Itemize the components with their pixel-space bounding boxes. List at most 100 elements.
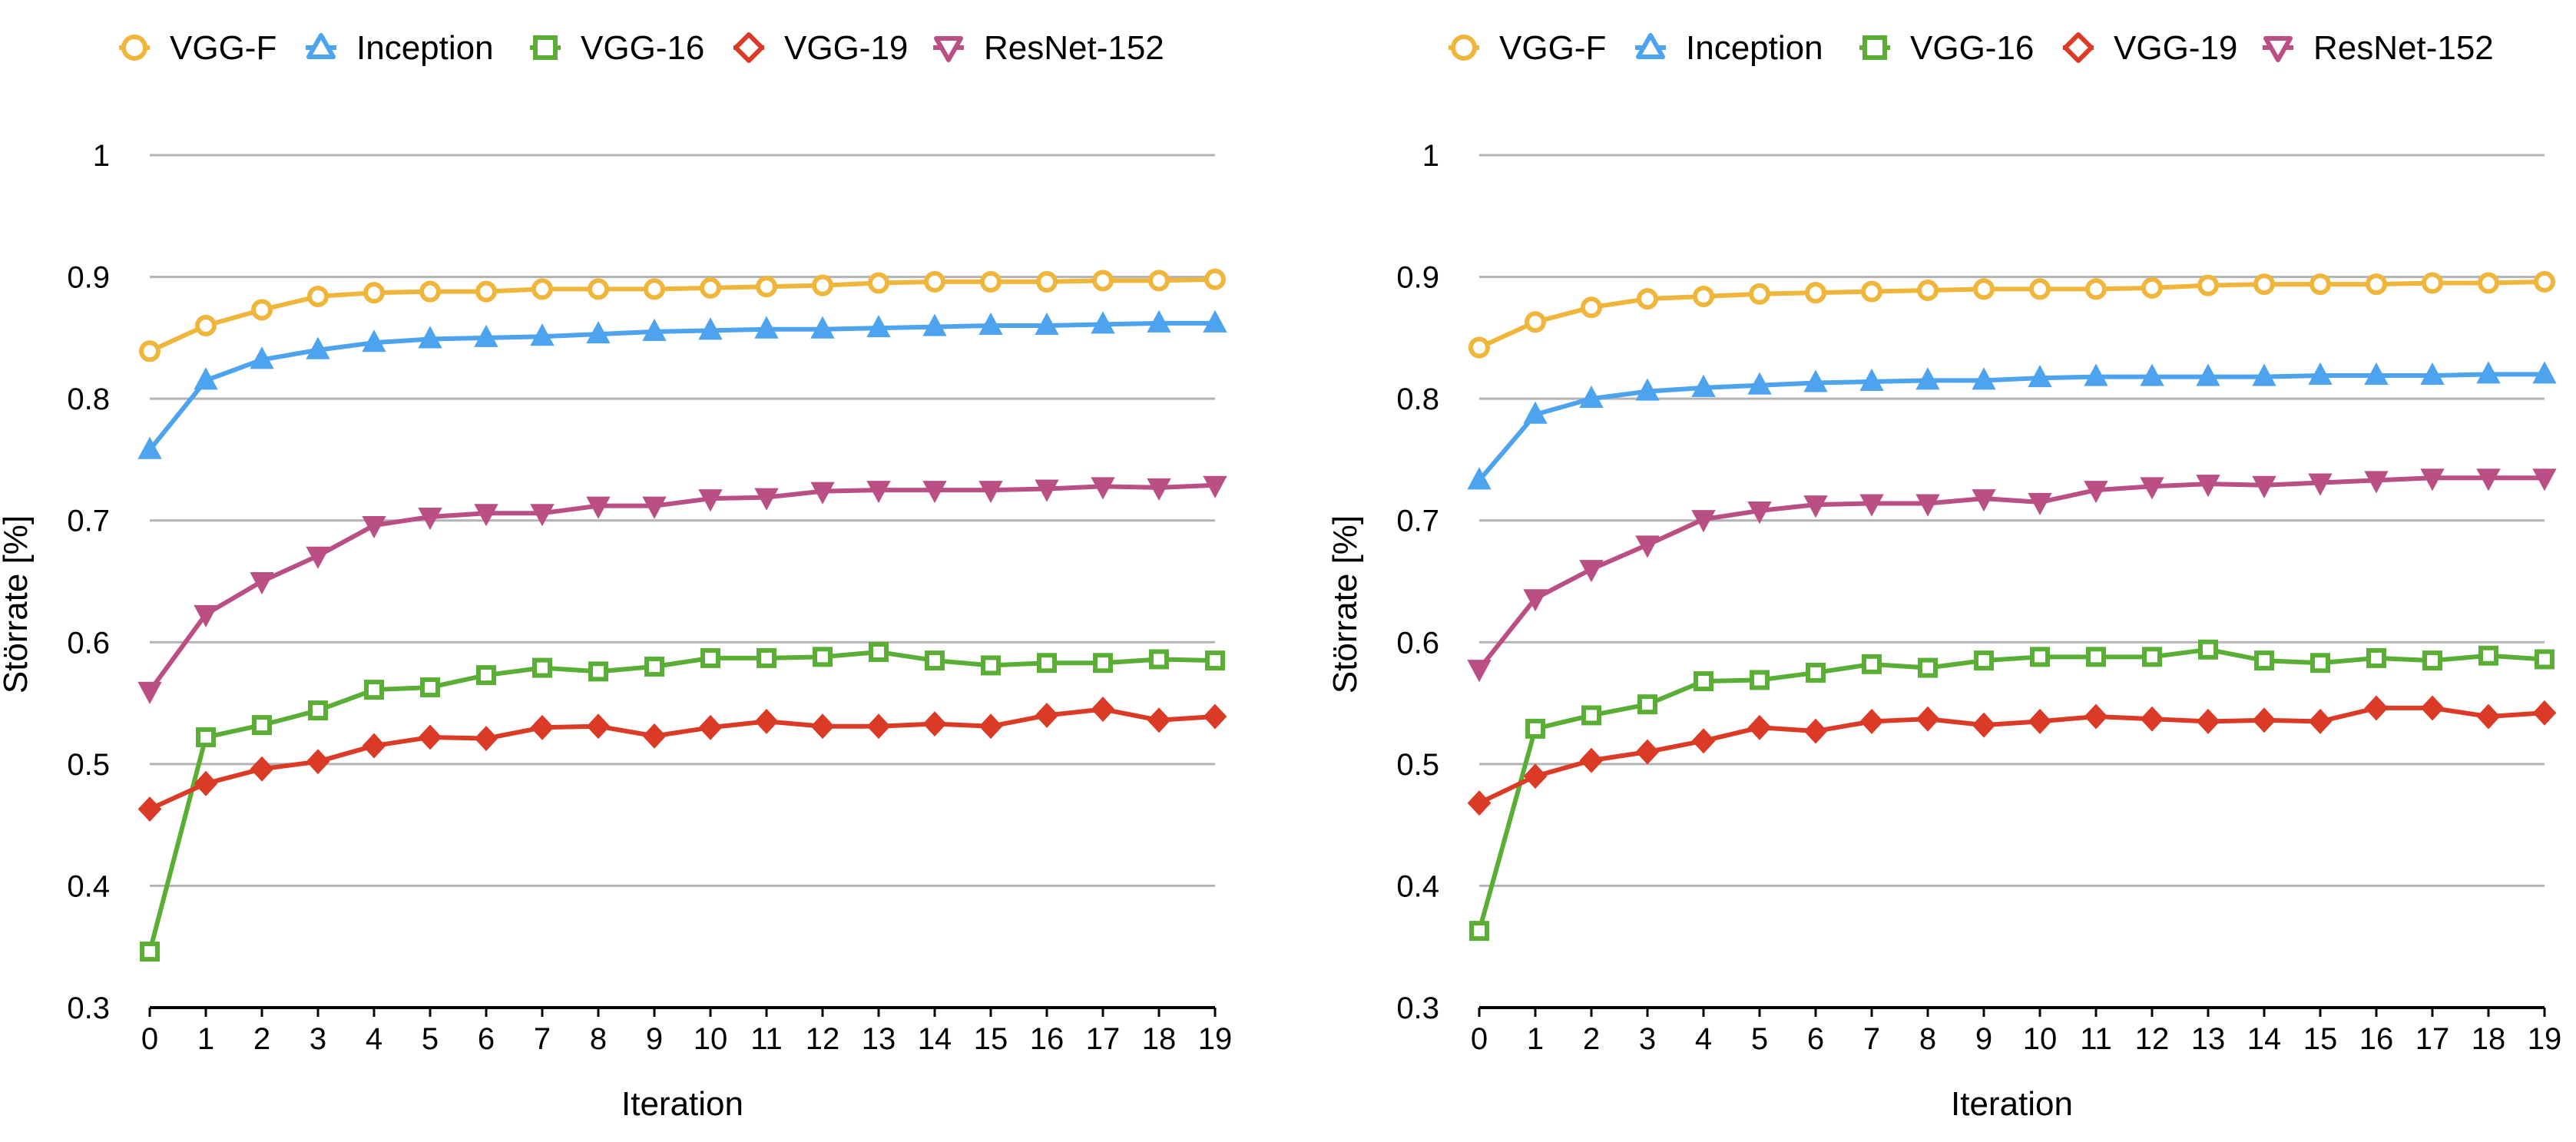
data-point <box>2476 703 2501 730</box>
data-point <box>2476 361 2501 384</box>
data-point <box>1915 706 1940 732</box>
y-tick-label: 0.3 <box>1396 991 1439 1025</box>
data-point <box>1861 280 1882 303</box>
data-point <box>1037 653 1057 674</box>
y-tick-label: 0.4 <box>1396 869 1439 903</box>
y-tick-label: 0.5 <box>1396 748 1439 782</box>
data-point <box>698 317 723 340</box>
data-point <box>306 336 330 359</box>
x-tick-label: 0 <box>141 1022 158 1056</box>
legend-item: VGG-19 <box>2063 29 2237 67</box>
x-tick-label: 14 <box>918 1022 952 1056</box>
data-point <box>866 315 891 338</box>
data-point <box>1974 650 1994 671</box>
y-tick-label: 0.6 <box>67 626 110 660</box>
legend: VGG-F Inception VGG-16 VGG-19 ResNet-152 <box>1449 29 2494 67</box>
data-point <box>1747 372 1772 395</box>
data-point <box>2029 278 2051 300</box>
series-inception <box>1467 361 2557 490</box>
data-point <box>922 481 947 504</box>
data-point <box>530 714 555 740</box>
x-tick-label: 14 <box>2247 1022 2282 1056</box>
data-point <box>1091 477 1115 500</box>
data-point <box>642 318 667 341</box>
data-point <box>306 749 330 775</box>
data-point <box>978 481 1003 504</box>
data-point <box>1859 708 1884 734</box>
data-point <box>1469 921 1489 942</box>
series-vgg-19 <box>137 697 1227 822</box>
data-point <box>530 504 555 527</box>
data-point <box>586 713 611 740</box>
data-point <box>252 715 272 736</box>
data-point <box>195 315 217 336</box>
x-tick-label: 2 <box>253 1022 270 1056</box>
legend-marker-square-icon <box>1862 35 1887 60</box>
data-point <box>922 711 947 737</box>
series-vgg-16 <box>1469 639 2554 942</box>
data-point <box>2084 481 2108 504</box>
data-point <box>586 320 611 344</box>
data-point <box>2030 647 2050 667</box>
data-point <box>980 270 1002 293</box>
data-point <box>1203 309 1227 333</box>
data-point <box>1092 270 1114 292</box>
data-point <box>1467 790 1492 816</box>
data-point <box>2252 363 2276 386</box>
data-point <box>364 680 384 700</box>
data-point <box>2308 473 2333 496</box>
data-point <box>2309 273 2331 296</box>
legend-label: Inception <box>356 29 494 67</box>
data-point <box>2534 270 2555 293</box>
legend-label: VGG-F <box>1499 29 1606 67</box>
data-point <box>2535 649 2554 670</box>
legend-marker-triangle-up-icon <box>1636 33 1665 59</box>
data-point <box>1035 312 1059 335</box>
data-point <box>2140 706 2164 732</box>
data-point <box>2253 273 2275 296</box>
data-point <box>2196 363 2220 386</box>
legend-item: VGG-16 <box>1859 29 2034 67</box>
data-point <box>2420 362 2445 386</box>
data-point <box>925 650 945 671</box>
data-point <box>1972 367 1996 390</box>
data-point <box>754 488 779 511</box>
data-point <box>139 340 161 362</box>
data-point <box>2252 475 2276 498</box>
data-point <box>698 714 723 740</box>
y-tick-label: 0.8 <box>67 382 110 416</box>
data-point <box>475 280 497 303</box>
data-point <box>1203 703 1227 730</box>
x-tick-label: 15 <box>2303 1022 2338 1056</box>
data-point <box>2532 700 2557 726</box>
legend-marker-circle-icon <box>1451 35 1477 61</box>
data-point <box>2254 650 2274 671</box>
data-point <box>1859 494 1884 517</box>
series-line <box>1477 372 2547 483</box>
data-point <box>642 496 667 519</box>
data-point <box>1147 478 1171 501</box>
data-point <box>981 655 1001 676</box>
data-point <box>250 572 274 595</box>
data-point <box>922 313 947 336</box>
data-point <box>1862 654 1882 674</box>
x-tick-label: 17 <box>1086 1022 1121 1056</box>
data-point <box>2366 647 2386 668</box>
legend-item: VGG-F <box>1449 29 1606 67</box>
data-point <box>476 665 496 686</box>
data-point <box>1467 467 1492 490</box>
data-point <box>474 324 498 347</box>
data-point <box>307 285 329 307</box>
x-tick-label: 0 <box>1471 1022 1488 1056</box>
data-point <box>196 727 216 747</box>
y-tick-label: 0.8 <box>1396 382 1439 416</box>
series-resnet-152 <box>137 475 1227 704</box>
data-point <box>2364 695 2389 721</box>
data-point <box>1637 288 1658 310</box>
data-point <box>1918 657 1938 678</box>
data-point <box>1149 649 1169 670</box>
data-point <box>1747 501 1772 525</box>
data-point <box>532 657 552 678</box>
x-tick-label: 11 <box>2080 1022 2112 1056</box>
